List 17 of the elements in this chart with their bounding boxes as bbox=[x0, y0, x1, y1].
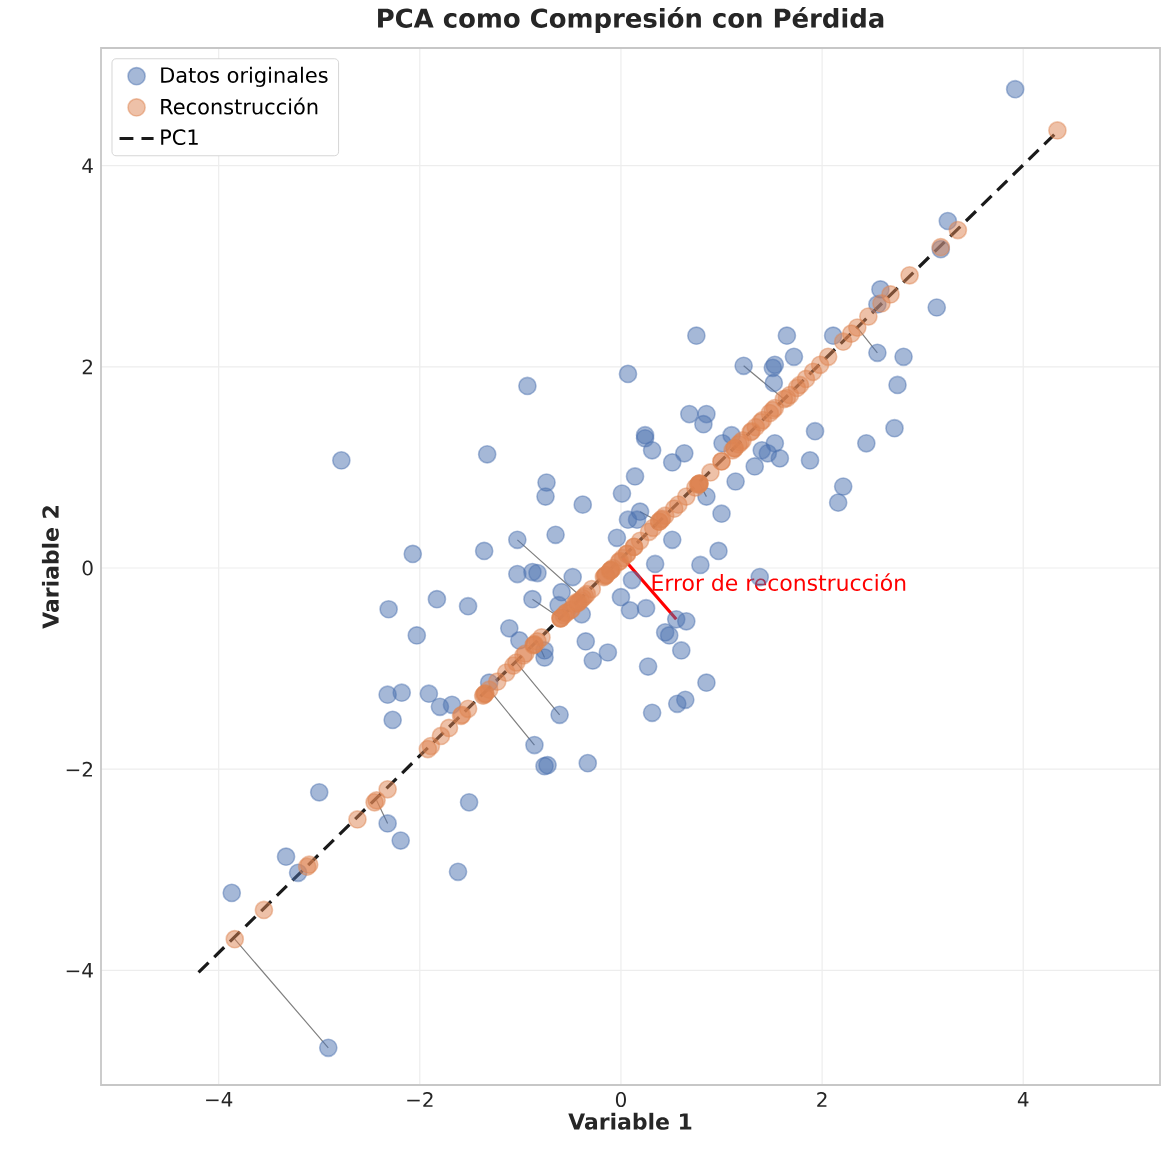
x-tick-label: −2 bbox=[407, 1092, 433, 1107]
x-axis-title: Variable 1 bbox=[568, 1112, 692, 1130]
x-tick-label: −4 bbox=[206, 1092, 233, 1107]
y-tick-label: 4 bbox=[82, 158, 93, 173]
y-tick-label: −4 bbox=[66, 963, 93, 978]
y-tick-label: −2 bbox=[66, 761, 92, 777]
y-tick-label: 0 bbox=[82, 560, 93, 576]
y-axis-title: Variable 2 bbox=[41, 506, 59, 629]
x-tick-label: 0 bbox=[615, 1092, 626, 1108]
chart-title: PCA como Compresión con Pérdida bbox=[378, 6, 884, 33]
legend-label: Datos originales bbox=[161, 66, 328, 87]
x-tick-label: 4 bbox=[1017, 1092, 1029, 1107]
annotation: Error de reconstrucción bbox=[652, 573, 906, 592]
legend-label: PC1 bbox=[161, 129, 198, 146]
x-tick-label: 2 bbox=[817, 1092, 827, 1107]
y-tick-label: 2 bbox=[82, 359, 92, 375]
legend-label: Reconstrucción bbox=[161, 97, 318, 115]
